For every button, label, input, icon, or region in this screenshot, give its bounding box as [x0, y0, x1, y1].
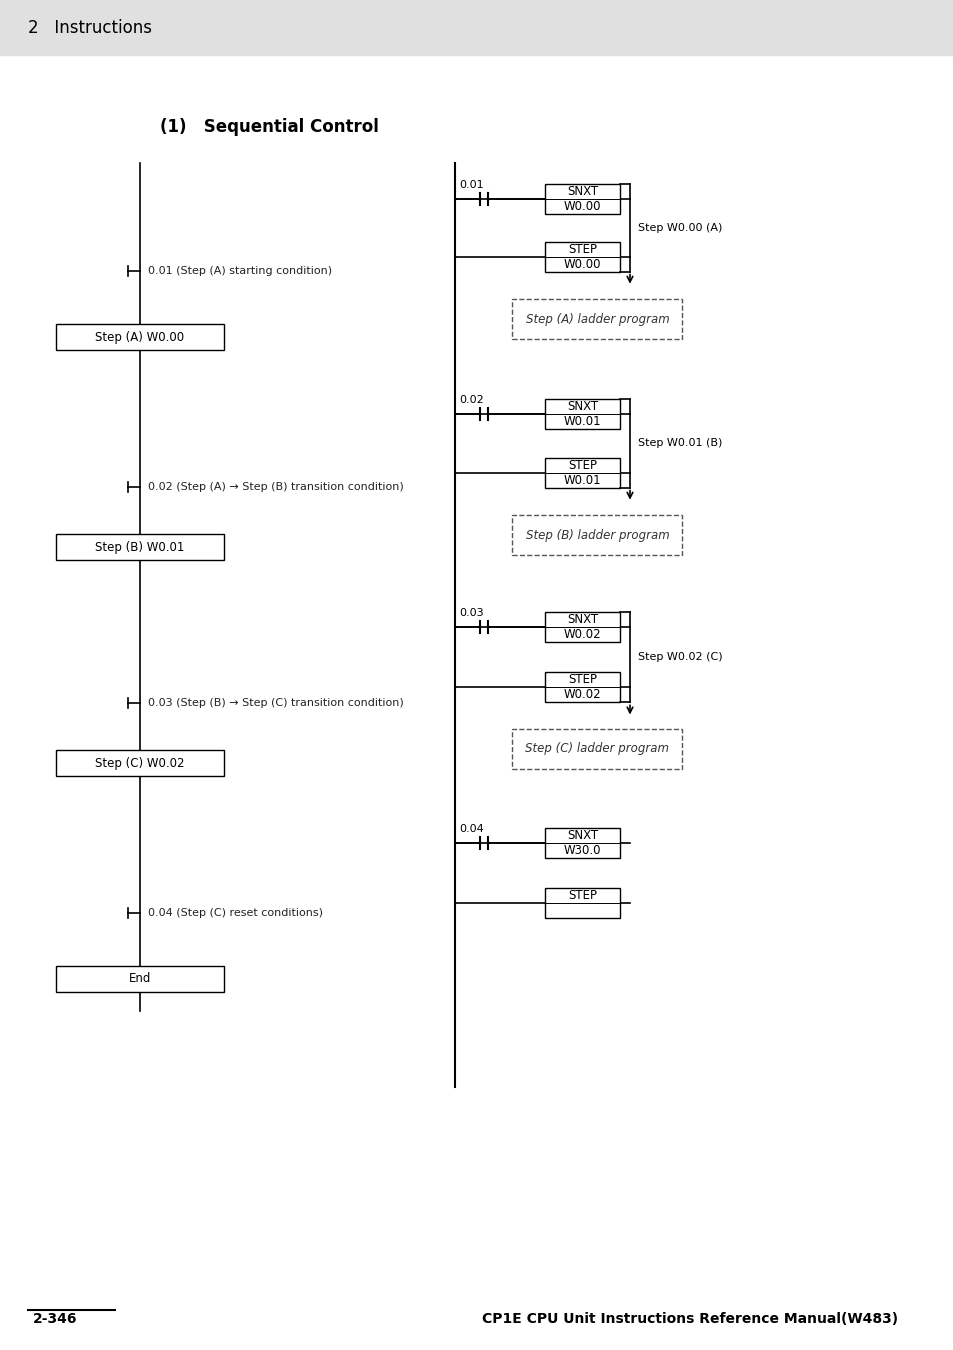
Text: SNXT: SNXT	[566, 829, 598, 842]
Text: Step (C) W0.02: Step (C) W0.02	[95, 756, 185, 770]
Text: CP1E CPU Unit Instructions Reference Manual(W483): CP1E CPU Unit Instructions Reference Man…	[481, 1312, 897, 1326]
Text: SNXT: SNXT	[566, 185, 598, 198]
Text: 0.04 (Step (C) reset conditions): 0.04 (Step (C) reset conditions)	[148, 909, 323, 918]
Bar	[512, 514, 681, 555]
Text: 0.03 (Step (B) → Step (C) transition condition): 0.03 (Step (B) → Step (C) transition con…	[148, 698, 403, 707]
Text: End: End	[129, 972, 151, 986]
Text: 2   Instructions: 2 Instructions	[28, 19, 152, 36]
Bar	[56, 535, 224, 560]
Bar	[544, 458, 619, 487]
Bar	[0, 0, 953, 55]
Text: W0.00: W0.00	[563, 200, 600, 213]
Text: 2-346: 2-346	[32, 1312, 77, 1326]
Text: Step W0.01 (B): Step W0.01 (B)	[638, 439, 721, 448]
Bar	[544, 672, 619, 702]
Text: Step W0.02 (C): Step W0.02 (C)	[638, 652, 721, 663]
Text: Step (B) ladder program: Step (B) ladder program	[525, 528, 669, 541]
Text: Step W0.00 (A): Step W0.00 (A)	[638, 223, 721, 232]
Text: STEP: STEP	[567, 243, 597, 255]
Bar	[56, 324, 224, 350]
Text: W0.01: W0.01	[563, 414, 600, 428]
Text: W0.02: W0.02	[563, 628, 600, 641]
Bar	[544, 184, 619, 215]
Text: 0.04: 0.04	[458, 825, 483, 834]
Text: W0.00: W0.00	[563, 258, 600, 270]
Text: STEP: STEP	[567, 890, 597, 902]
Text: Step (A) ladder program: Step (A) ladder program	[525, 312, 669, 325]
Text: SNXT: SNXT	[566, 613, 598, 626]
Text: Step (A) W0.00: Step (A) W0.00	[95, 331, 184, 343]
Text: 0.01: 0.01	[458, 180, 483, 190]
Bar	[544, 613, 619, 643]
Text: SNXT: SNXT	[566, 400, 598, 413]
Bar	[512, 298, 681, 339]
Text: STEP: STEP	[567, 674, 597, 686]
Text: Step (B) W0.01: Step (B) W0.01	[95, 540, 185, 553]
Text: Step (C) ladder program: Step (C) ladder program	[525, 743, 669, 755]
Bar	[512, 729, 681, 768]
Text: W0.02: W0.02	[563, 688, 600, 702]
Text: 0.03: 0.03	[458, 609, 483, 618]
Bar	[544, 829, 619, 859]
Bar	[56, 751, 224, 776]
Bar	[544, 398, 619, 429]
Text: STEP: STEP	[567, 459, 597, 471]
Bar	[56, 967, 224, 992]
Text: W0.01: W0.01	[563, 474, 600, 486]
Text: 0.01 (Step (A) starting condition): 0.01 (Step (A) starting condition)	[148, 266, 332, 275]
Text: 0.02 (Step (A) → Step (B) transition condition): 0.02 (Step (A) → Step (B) transition con…	[148, 482, 403, 491]
Text: (1)   Sequential Control: (1) Sequential Control	[160, 117, 378, 136]
Text: W30.0: W30.0	[563, 844, 600, 857]
Bar	[544, 242, 619, 271]
Text: 0.02: 0.02	[458, 394, 483, 405]
Bar	[544, 888, 619, 918]
